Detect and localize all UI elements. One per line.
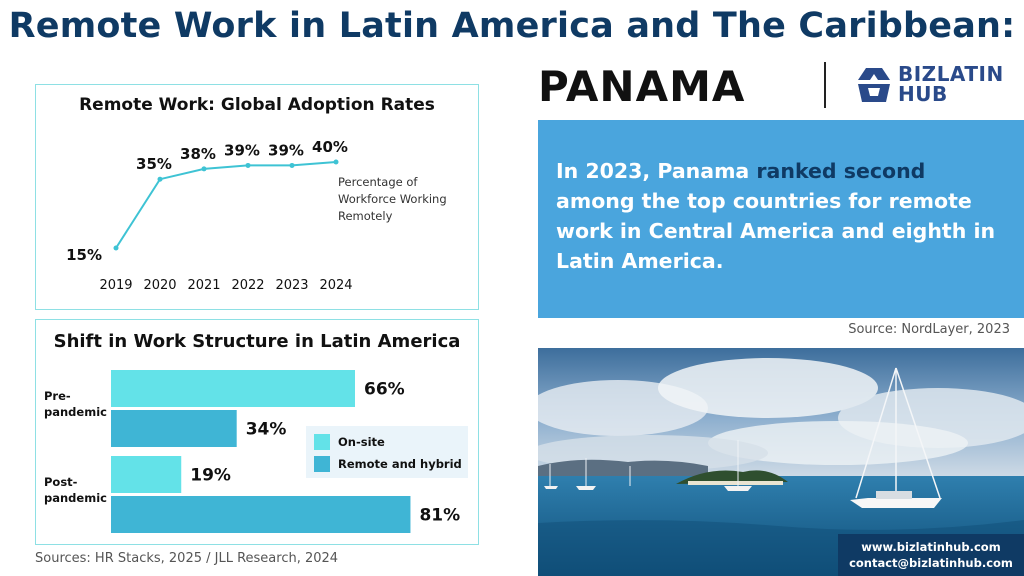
category-label: Post- [44, 475, 78, 489]
sources-left: Sources: HR Stacks, 2025 / JLL Research,… [35, 551, 339, 566]
legend-label-remote: Remote and hybrid [338, 457, 462, 471]
contact-box: www.bizlatinhub.com contact@bizlatinhub.… [838, 534, 1024, 576]
legend-item-onsite: On-site [314, 432, 385, 452]
brand-mark-icon [858, 68, 890, 102]
x-tick-label: 2024 [319, 278, 352, 293]
legend-label-onsite: On-site [338, 435, 385, 449]
data-label: 35% [136, 155, 172, 173]
work-structure-panel: Shift in Work Structure in Latin America… [35, 319, 479, 545]
x-tick-label: 2019 [99, 278, 132, 293]
chart-annotation: Percentage of [338, 175, 418, 189]
callout-text-before: In 2023, Panama [556, 159, 757, 183]
category-label: pandemic [44, 491, 107, 505]
callout-text: In 2023, Panama ranked second among the … [556, 156, 1008, 276]
bar-value-label: 81% [419, 506, 460, 526]
bar-value-label: 34% [246, 420, 287, 440]
data-point [289, 162, 295, 168]
bar [111, 496, 411, 533]
website-link[interactable]: www.bizlatinhub.com [861, 540, 1001, 554]
bar-chart-legend: On-site Remote and hybrid [306, 426, 468, 478]
work-structure-bar-chart: 66% 34% Pre-pandemic 19% 81% Post-pandemic [44, 370, 460, 533]
adoption-chart-title: Remote Work: Global Adoption Rates [79, 95, 435, 115]
brand-logo: BIZLATIN HUB [856, 64, 1003, 108]
data-label: 40% [312, 138, 348, 156]
country-heading: PANAMA [538, 62, 746, 111]
page-title: Remote Work in Latin America and The Car… [8, 6, 1016, 46]
callout-box: In 2023, Panama ranked second among the … [538, 120, 1024, 318]
brand-line-1: BIZLATIN [898, 62, 1004, 86]
bar-value-label: 66% [364, 380, 405, 400]
chart-annotation: Remotely [338, 209, 393, 223]
bar [111, 456, 182, 493]
data-label: 38% [180, 145, 216, 163]
brand-name: BIZLATIN HUB [898, 64, 1004, 104]
brand-divider [824, 62, 826, 108]
legend-swatch-remote [314, 456, 330, 472]
panama-photo: www.bizlatinhub.com contact@bizlatinhub.… [538, 348, 1024, 576]
bar-value-label: 19% [190, 466, 231, 486]
adoption-line-chart: 15% 2019 35% 2020 38% 2021 39% 2022 39% 2023 40% 20… [66, 138, 447, 293]
category-label: pandemic [44, 405, 107, 419]
bar [111, 410, 237, 447]
adoption-chart-panel: Remote Work: Global Adoption Rates 15% 20… [35, 84, 479, 310]
data-point [245, 162, 251, 168]
work-structure-title: Shift in Work Structure in Latin America [53, 331, 461, 352]
brand-line-2: HUB [898, 82, 948, 106]
x-tick-label: 2021 [187, 278, 220, 293]
data-point [157, 176, 163, 182]
data-point [113, 245, 119, 251]
legend-swatch-onsite [314, 434, 330, 450]
data-label: 39% [268, 141, 304, 159]
callout-highlight: ranked second [756, 159, 926, 183]
x-tick-label: 2023 [275, 278, 308, 293]
bar [111, 370, 355, 407]
data-point [201, 166, 207, 172]
x-tick-label: 2020 [143, 278, 176, 293]
data-label: 15% [66, 246, 102, 264]
category-label: Pre- [44, 389, 71, 403]
legend-item-remote: Remote and hybrid [314, 454, 462, 474]
data-point [333, 159, 339, 165]
callout-text-after: among the top countries for remote work … [556, 189, 996, 273]
source-right: Source: NordLayer, 2023 [848, 322, 1010, 337]
chart-annotation: Workforce Working [338, 192, 447, 206]
email-link[interactable]: contact@bizlatinhub.com [849, 556, 1013, 570]
series-line [115, 161, 337, 249]
x-tick-label: 2022 [231, 278, 264, 293]
data-label: 39% [224, 141, 260, 159]
